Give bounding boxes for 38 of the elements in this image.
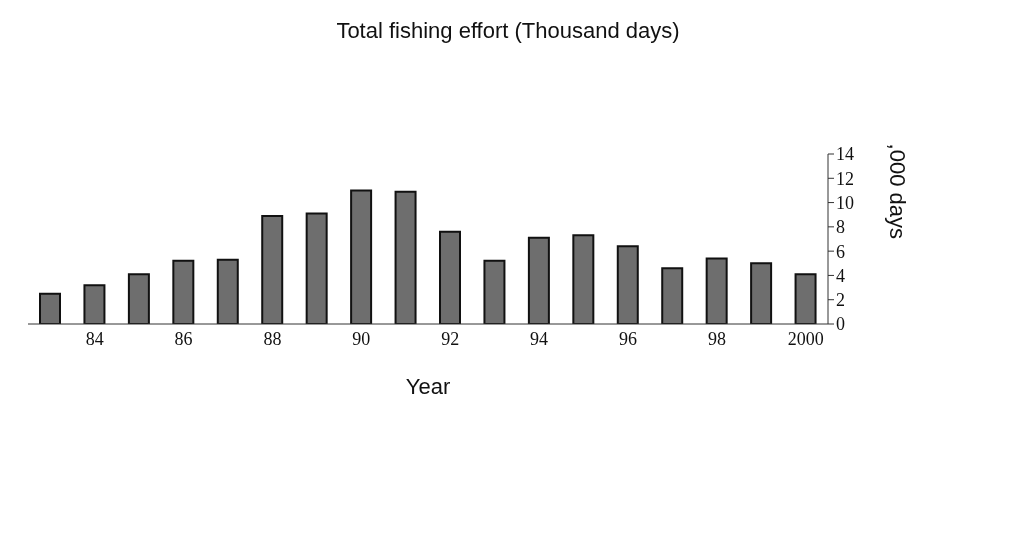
y-tick-label: 12 (836, 168, 854, 189)
bar (572, 234, 595, 324)
chart-title: Total fishing effort (Thousand days) (335, 18, 681, 44)
x-tick-label: 88 (263, 328, 282, 349)
x-tick-label: 96 (619, 328, 637, 349)
y-tick-label: 0 (836, 314, 845, 335)
y-tick-label: 6 (836, 241, 845, 262)
bar (350, 189, 373, 324)
bar (394, 190, 417, 324)
y-tick-label: 4 (836, 265, 845, 286)
x-tick-label: 84 (85, 328, 104, 349)
x-axis-title: Year (405, 374, 451, 399)
y-tick-label: 10 (836, 192, 854, 213)
x-tick-label: 94 (530, 328, 549, 349)
bar (750, 262, 773, 324)
x-tick-label: 86 (174, 328, 193, 349)
y-tick-label: 2 (836, 290, 845, 311)
y-tick-label: 8 (836, 217, 845, 238)
bar (216, 258, 239, 324)
bar (305, 212, 328, 324)
bar (705, 257, 728, 324)
bar (794, 273, 817, 324)
y-tick-label: 14 (836, 144, 854, 165)
bar (83, 284, 106, 324)
bar (527, 236, 550, 324)
bar (483, 259, 506, 324)
y-axis-title: ,000 days (885, 143, 911, 239)
bar (261, 214, 284, 324)
x-tick-label: 90 (352, 328, 371, 349)
x-tick-label: 92 (441, 328, 460, 349)
bar (616, 245, 639, 324)
bar (172, 259, 195, 324)
bar (127, 273, 150, 324)
x-tick-label: 2000 (787, 328, 824, 349)
x-tick-label: 98 (707, 328, 726, 349)
bar (439, 230, 461, 324)
bar (661, 267, 684, 324)
bar (39, 292, 61, 324)
